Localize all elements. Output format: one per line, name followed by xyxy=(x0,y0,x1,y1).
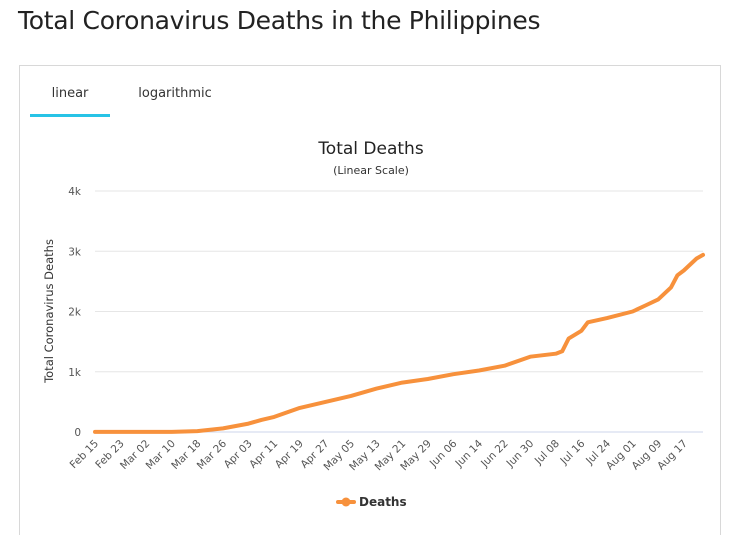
x-tick-label: Jun 30 xyxy=(504,438,537,471)
chart-panel: linear logarithmic Total Deaths (Linear … xyxy=(19,65,721,535)
scale-tabs: linear logarithmic xyxy=(30,66,710,118)
x-tick-label: Jun 22 xyxy=(478,438,511,471)
series-line-deaths xyxy=(93,252,705,434)
y-tick-label: 3k xyxy=(68,246,82,258)
chart-subtitle: (Linear Scale) xyxy=(333,164,409,177)
y-tick-label: 2k xyxy=(68,307,82,319)
x-tick-label: Jun 14 xyxy=(453,437,486,470)
legend-label-deaths: Deaths xyxy=(359,495,407,509)
tab-linear[interactable]: linear xyxy=(30,66,110,117)
x-tick-label: Jul 08 xyxy=(532,438,562,468)
gridlines xyxy=(95,190,703,433)
y-tick-label: 1k xyxy=(68,367,82,379)
y-axis-ticks: 0 1k 2k 3k 4k xyxy=(68,186,82,439)
tab-logarithmic[interactable]: logarithmic xyxy=(138,86,212,101)
x-tick-label: Jul 16 xyxy=(558,437,588,467)
chart-title: Total Deaths xyxy=(317,139,424,159)
chart-svg: Total Deaths (Linear Scale) 0 1k 2k 3k 4k Fe… xyxy=(42,139,705,509)
legend[interactable]: Deaths xyxy=(336,495,407,509)
page-title: Total Coronavirus Deaths in the Philippi… xyxy=(18,6,541,35)
y-axis-title: Total Coronavirus Deaths xyxy=(42,239,56,384)
orange-line-dot-icon xyxy=(341,497,351,507)
x-tick-label: Mar 26 xyxy=(195,437,230,472)
x-tick-label: Jun 06 xyxy=(427,437,460,470)
y-tick-label: 4k xyxy=(68,186,82,198)
y-tick-label: 0 xyxy=(74,427,81,439)
